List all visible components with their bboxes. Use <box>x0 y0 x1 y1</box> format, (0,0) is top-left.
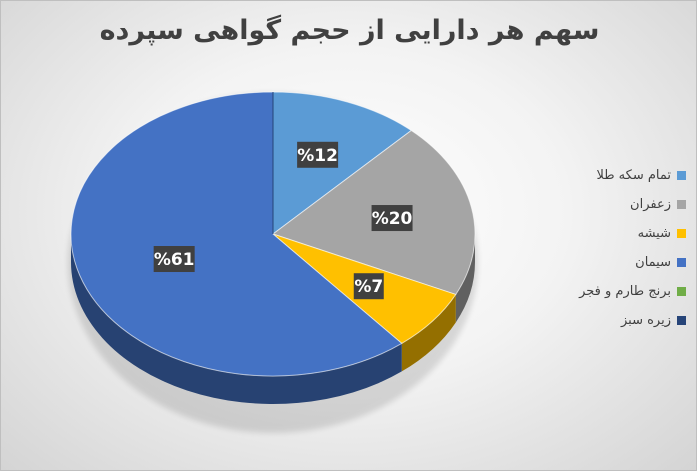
legend-label: برنج طارم و فجر <box>579 284 671 299</box>
legend-label: زیره سبز <box>620 313 671 328</box>
data-label-0: %12 <box>297 141 339 168</box>
data-label-box <box>371 205 413 232</box>
legend-item: سیمان <box>546 248 686 277</box>
legend-item: شیشه <box>546 219 686 248</box>
data-label-1: %20 <box>371 205 413 232</box>
pie-slice-0 <box>272 91 413 235</box>
legend-label: شیشه <box>637 226 671 241</box>
legend-swatch <box>677 229 686 238</box>
data-label-box <box>153 246 195 273</box>
pie-slice-side-2 <box>401 294 456 372</box>
data-label-box <box>297 141 339 168</box>
legend-swatch <box>677 258 686 267</box>
legend-swatch <box>677 171 686 180</box>
legend-item: زعفران <box>546 190 686 219</box>
legend-swatch <box>677 200 686 209</box>
legend-swatch <box>677 316 686 325</box>
legend-item: برنج طارم و فجر <box>546 277 686 306</box>
legend-item: تمام سکه طلا <box>546 161 686 190</box>
legend-label: تمام سکه طلا <box>596 168 671 183</box>
legend-label: سیمان <box>635 255 671 270</box>
data-label-text: %20 <box>372 209 413 229</box>
legend-swatch <box>677 287 686 296</box>
data-label-box <box>353 273 384 300</box>
data-label-text: %61 <box>154 250 195 270</box>
data-label-text: %12 <box>297 146 338 166</box>
legend-label: زعفران <box>630 197 671 212</box>
data-label-text: %7 <box>354 277 383 297</box>
data-label-2: %7 <box>353 273 384 300</box>
pie-slice-side-3 <box>71 234 402 404</box>
legend-item: زیره سبز <box>546 306 686 335</box>
legend: تمام سکه طلا زعفران شیشه سیمان برنج طارم و ف… <box>546 161 686 335</box>
pie-slice-3 <box>70 91 403 377</box>
data-label-3: %61 <box>153 246 195 273</box>
chart-title: سهم هر دارایی از حجم گواهی سپرده <box>99 15 600 46</box>
